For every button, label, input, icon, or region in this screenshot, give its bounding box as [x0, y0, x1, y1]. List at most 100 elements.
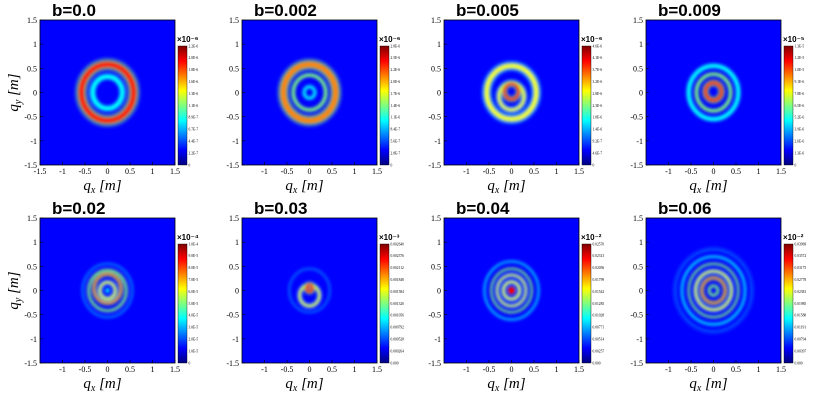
intensity-spot — [507, 286, 516, 295]
colorbar-tick-label: 2.8E-6 — [391, 44, 401, 48]
colorbar-tick-label: 0 — [795, 163, 797, 167]
x-axis-label: qx [m] — [689, 376, 727, 394]
y-tick-label: 1.5 — [229, 214, 239, 223]
x-tick-label: -1 — [261, 167, 268, 176]
x-axis-label: qx [m] — [487, 178, 525, 196]
colorbar-tick-label: 0.001584 — [391, 290, 405, 294]
y-tick-label: 1.5 — [27, 214, 37, 223]
colorbar-tick-label: 6.0E-5 — [189, 290, 199, 294]
colorbar-tick-label: 9.2E-7 — [593, 140, 603, 144]
x-tick-label: -1 — [261, 365, 268, 374]
intensity-ring — [89, 73, 126, 112]
panel-title: b=0.03 — [254, 199, 307, 218]
x-tick-label: 1.5 — [776, 167, 786, 176]
x-tick-label: 0 — [106, 167, 110, 176]
y-tick-label: -1 — [30, 137, 37, 146]
y-tick-label: 1.5 — [431, 16, 441, 25]
x-axis-label: qx [m] — [83, 178, 121, 196]
x-tick-label: -0.5 — [483, 365, 496, 374]
colorbar — [379, 45, 390, 166]
colorbar-tick-label: 0.000528 — [391, 338, 405, 342]
colorbar-tick-label: 4.6E-7 — [593, 151, 603, 155]
x-tick-label: -0.5 — [483, 167, 496, 176]
x-tick-label: 0 — [308, 365, 312, 374]
y-tick-label: -1.5 — [428, 359, 441, 368]
intensity-ring — [694, 72, 733, 113]
y-tick-label: 1.5 — [431, 214, 441, 223]
x-tick-label: -1 — [463, 365, 470, 374]
x-tick-label: -1 — [59, 167, 66, 176]
y-tick-label: -0.5 — [630, 113, 643, 122]
colorbar — [177, 45, 188, 166]
y-tick-label: 1 — [33, 40, 37, 49]
colorbar-tick-label: 2.3E-6 — [593, 104, 603, 108]
intensity-ring — [674, 248, 753, 333]
x-tick-label: 0.5 — [125, 167, 135, 176]
panel-1: b=0.0 -1.5 -1 -0.5 0 0.5 1 1.5 1.5 1 0.5 0 -0.5 -1 -1.… — [6, 1, 199, 196]
colorbar-tick-label: 0.01799 — [593, 278, 605, 282]
y-tick-label: -0.5 — [428, 311, 441, 320]
colorbar-tick-label: 0.01985 — [795, 302, 807, 306]
colorbar-tick-label: 0.001320 — [391, 302, 405, 306]
x-tick-label: 1 — [353, 167, 357, 176]
panel-5: b=0.02 -1 -0.5 0 0.5 1 1.5 1.5 1 0.5 0 -0.5 -1 -1.5 qx… — [6, 199, 199, 394]
colorbar-tick-label: 0.000264 — [391, 349, 405, 353]
colorbar-tick-label: 0.02056 — [593, 266, 605, 270]
colorbar — [783, 243, 794, 364]
colorbar-tick-label: 0.002640 — [391, 242, 405, 246]
colorbar-tick-label: 7.0E-5 — [189, 278, 199, 282]
intensity-halo — [669, 243, 758, 338]
x-tick-label: -1 — [463, 167, 470, 176]
y-tick-label: -1.5 — [630, 359, 643, 368]
intensity-halo — [265, 45, 354, 140]
x-tick-label: 0 — [712, 365, 716, 374]
colorbar-tick-label: 2.2E-6 — [189, 44, 199, 48]
intensity-halo — [467, 45, 556, 140]
x-tick-label: 0.5 — [529, 365, 539, 374]
x-axis-label: qx [m] — [83, 376, 121, 394]
y-tick-label: 1 — [33, 238, 37, 247]
colorbar-tick-label: 8.9E-7 — [189, 116, 199, 120]
colorbar-tick-label: 1.8E-6 — [593, 116, 603, 120]
intensity-ring-core — [700, 276, 727, 305]
colorbar-tick-label: 4.4E-7 — [189, 140, 199, 144]
y-tick-label: 1 — [437, 40, 441, 49]
y-tick-label: -1 — [636, 335, 643, 344]
colorbar — [581, 243, 592, 364]
x-tick-label: -0.5 — [685, 365, 698, 374]
y-tick-label: 0 — [639, 89, 643, 98]
y-tick-label: -0.5 — [226, 113, 239, 122]
colorbar-tick-label: 6.7E-7 — [189, 128, 199, 132]
y-tick-label: 1 — [639, 40, 643, 49]
panel-title: b=0.02 — [52, 199, 105, 218]
x-axis-label: qx [m] — [487, 376, 525, 394]
colorbar-tick-label: 1.3E-6 — [795, 151, 805, 155]
x-tick-label: 0 — [106, 365, 110, 374]
colorbar — [783, 45, 794, 166]
x-tick-label: 1 — [757, 167, 761, 176]
panel-title: b=0.005 — [456, 1, 519, 20]
intensity-ring-core — [79, 62, 136, 123]
colorbar-tick-label: 1.6E-6 — [189, 80, 199, 84]
colorbar-tick-label: 0.02381 — [795, 290, 807, 294]
colorbar-tick-label: 0.002112 — [391, 266, 405, 270]
colorbar-tick-label: 2.8E-6 — [593, 92, 603, 96]
x-tick-label: 0.5 — [125, 365, 135, 374]
y-tick-label: -1 — [232, 137, 239, 146]
y-tick-label: -1 — [636, 137, 643, 146]
colorbar-tick-label: 1.1E-6 — [189, 104, 199, 108]
intensity-halo — [467, 243, 556, 338]
colorbar-tick-label: 0 — [189, 361, 191, 365]
colorbar-tick-label: 0.01542 — [593, 290, 605, 294]
x-tick-label: 0.5 — [529, 167, 539, 176]
colorbar-tick-label: 1.4E-6 — [391, 104, 401, 108]
heatmap-background — [646, 20, 781, 165]
y-tick-label: -1.5 — [226, 359, 239, 368]
y-tick-label: 0.5 — [229, 64, 239, 73]
colorbar-tick-label: 2.5E-6 — [391, 56, 401, 60]
x-tick-label: 1.5 — [574, 167, 584, 176]
y-tick-label: -1.5 — [24, 359, 37, 368]
colorbar-tick-label: 4.0E-5 — [189, 314, 199, 318]
x-tick-label: -1 — [59, 365, 66, 374]
